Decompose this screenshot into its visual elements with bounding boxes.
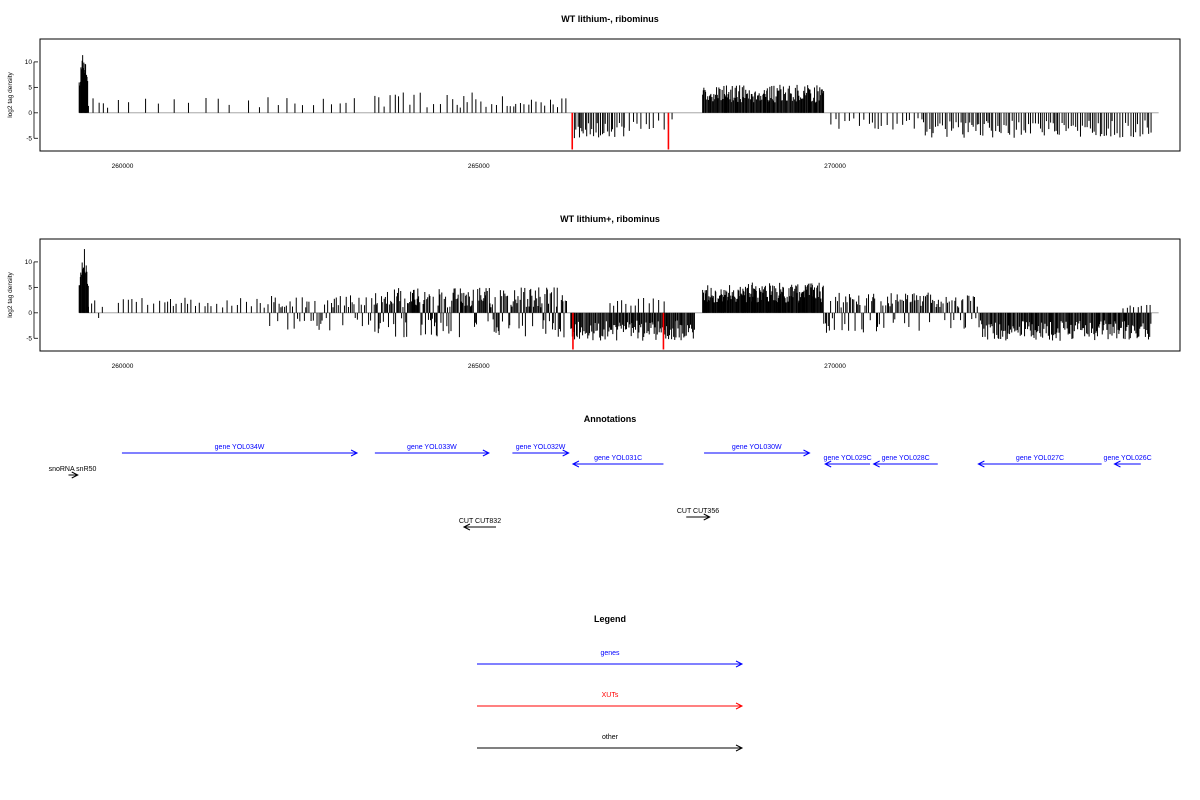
annotation-feature: CUT CUT832 — [459, 518, 501, 531]
track-1-axes: 10 5 0 -5 260000 265000 270000 — [25, 59, 846, 170]
legend-item: genes — [477, 650, 744, 668]
feature-arrowhead — [571, 460, 580, 468]
annotation-features: gene YOL034W gene YOL033W gene YOL032W gene… — [49, 444, 1152, 531]
track-1-title: WT lithium-, ribominus — [561, 14, 659, 24]
annotations-title: Annotations — [584, 414, 637, 424]
feature-label: gene YOL029C — [824, 455, 872, 462]
feature-label: gene YOL033W — [407, 444, 457, 451]
feature-label: CUT CUT832 — [459, 518, 501, 525]
legend-label: genes — [600, 650, 620, 657]
feature-arrowhead — [1113, 460, 1121, 468]
legend-panel: Legend genes XUTs other — [477, 614, 744, 752]
feature-arrowhead — [482, 449, 490, 457]
legend-item: XUTs — [477, 692, 744, 710]
y-tick-label: 0 — [28, 310, 32, 317]
y-tick-label: 0 — [28, 110, 32, 117]
feature-arrowhead — [824, 460, 832, 468]
x-tick-label: 260000 — [112, 363, 134, 370]
feature-arrowhead — [462, 523, 471, 531]
feature-arrowhead — [703, 513, 711, 521]
track-2-ylabel: log2 tag density — [7, 271, 14, 317]
feature-label: gene YOL027C — [1016, 455, 1064, 462]
track-panel-2: WT lithium+, ribominus log2 tag density … — [7, 214, 1181, 370]
legend-title: Legend — [594, 614, 626, 624]
annotations-panel: Annotations gene YOL034W gene YOL033W gene… — [49, 414, 1152, 531]
annotation-feature: gene YOL033W — [374, 444, 490, 457]
x-tick-label: 265000 — [468, 363, 490, 370]
legend-arrowhead — [735, 702, 744, 710]
annotation-feature: gene YOL026C — [1104, 455, 1152, 468]
feature-label: gene YOL034W — [215, 444, 265, 451]
track-2-frame — [39, 238, 1181, 352]
track-2-title: WT lithium+, ribominus — [560, 214, 660, 224]
feature-arrowhead — [977, 460, 985, 468]
annotation-feature: CUT CUT356 — [677, 508, 719, 521]
feature-arrowhead — [872, 460, 880, 468]
y-tick-label: -5 — [26, 135, 32, 142]
annotation-feature: gene YOL028C — [872, 455, 938, 468]
track-2-axes: 10 5 0 -5 260000 265000 270000 — [25, 259, 846, 370]
track-1-frame — [39, 38, 1181, 152]
annotation-feature: gene YOL032W — [512, 444, 570, 457]
legend-arrowhead — [735, 660, 744, 668]
track-2-bars — [78, 249, 1159, 350]
feature-label: gene YOL032W — [516, 444, 566, 451]
y-tick-label: -5 — [26, 335, 32, 342]
x-tick-label: 260000 — [112, 163, 134, 170]
feature-label: gene YOL030W — [732, 444, 782, 451]
feature-label: gene YOL026C — [1104, 455, 1152, 462]
y-tick-label: 5 — [28, 84, 32, 91]
track-panel-1: WT lithium-, ribominus log2 tag density … — [7, 14, 1181, 170]
feature-label: gene YOL028C — [882, 455, 930, 462]
legend-label: other — [602, 734, 619, 741]
y-tick-label: 10 — [25, 259, 33, 266]
y-tick-label: 10 — [25, 59, 33, 66]
x-tick-label: 270000 — [824, 163, 846, 170]
legend-label: XUTs — [602, 692, 619, 699]
annotation-feature: gene YOL034W — [121, 444, 359, 457]
x-tick-label: 265000 — [468, 163, 490, 170]
x-tick-label: 270000 — [824, 363, 846, 370]
y-tick-label: 5 — [28, 284, 32, 291]
annotation-feature: snoRNA snR50 — [49, 466, 97, 479]
track-1-bars — [78, 55, 1159, 150]
feature-label: gene YOL031C — [594, 455, 642, 462]
legend-arrowhead — [735, 744, 744, 752]
legend-items: genes XUTs other — [477, 650, 744, 752]
annotation-feature: gene YOL031C — [571, 455, 664, 468]
feature-label: snoRNA snR50 — [49, 466, 97, 473]
feature-arrowhead — [71, 471, 79, 479]
feature-arrowhead — [803, 449, 811, 457]
track-1-ylabel: log2 tag density — [7, 71, 14, 117]
annotation-feature: gene YOL030W — [704, 444, 811, 457]
annotation-feature: gene YOL029C — [824, 455, 872, 468]
annotation-feature: gene YOL027C — [977, 455, 1102, 468]
feature-arrowhead — [562, 449, 570, 457]
feature-arrowhead — [350, 449, 359, 457]
legend-item: other — [477, 734, 744, 752]
feature-label: CUT CUT356 — [677, 508, 719, 515]
